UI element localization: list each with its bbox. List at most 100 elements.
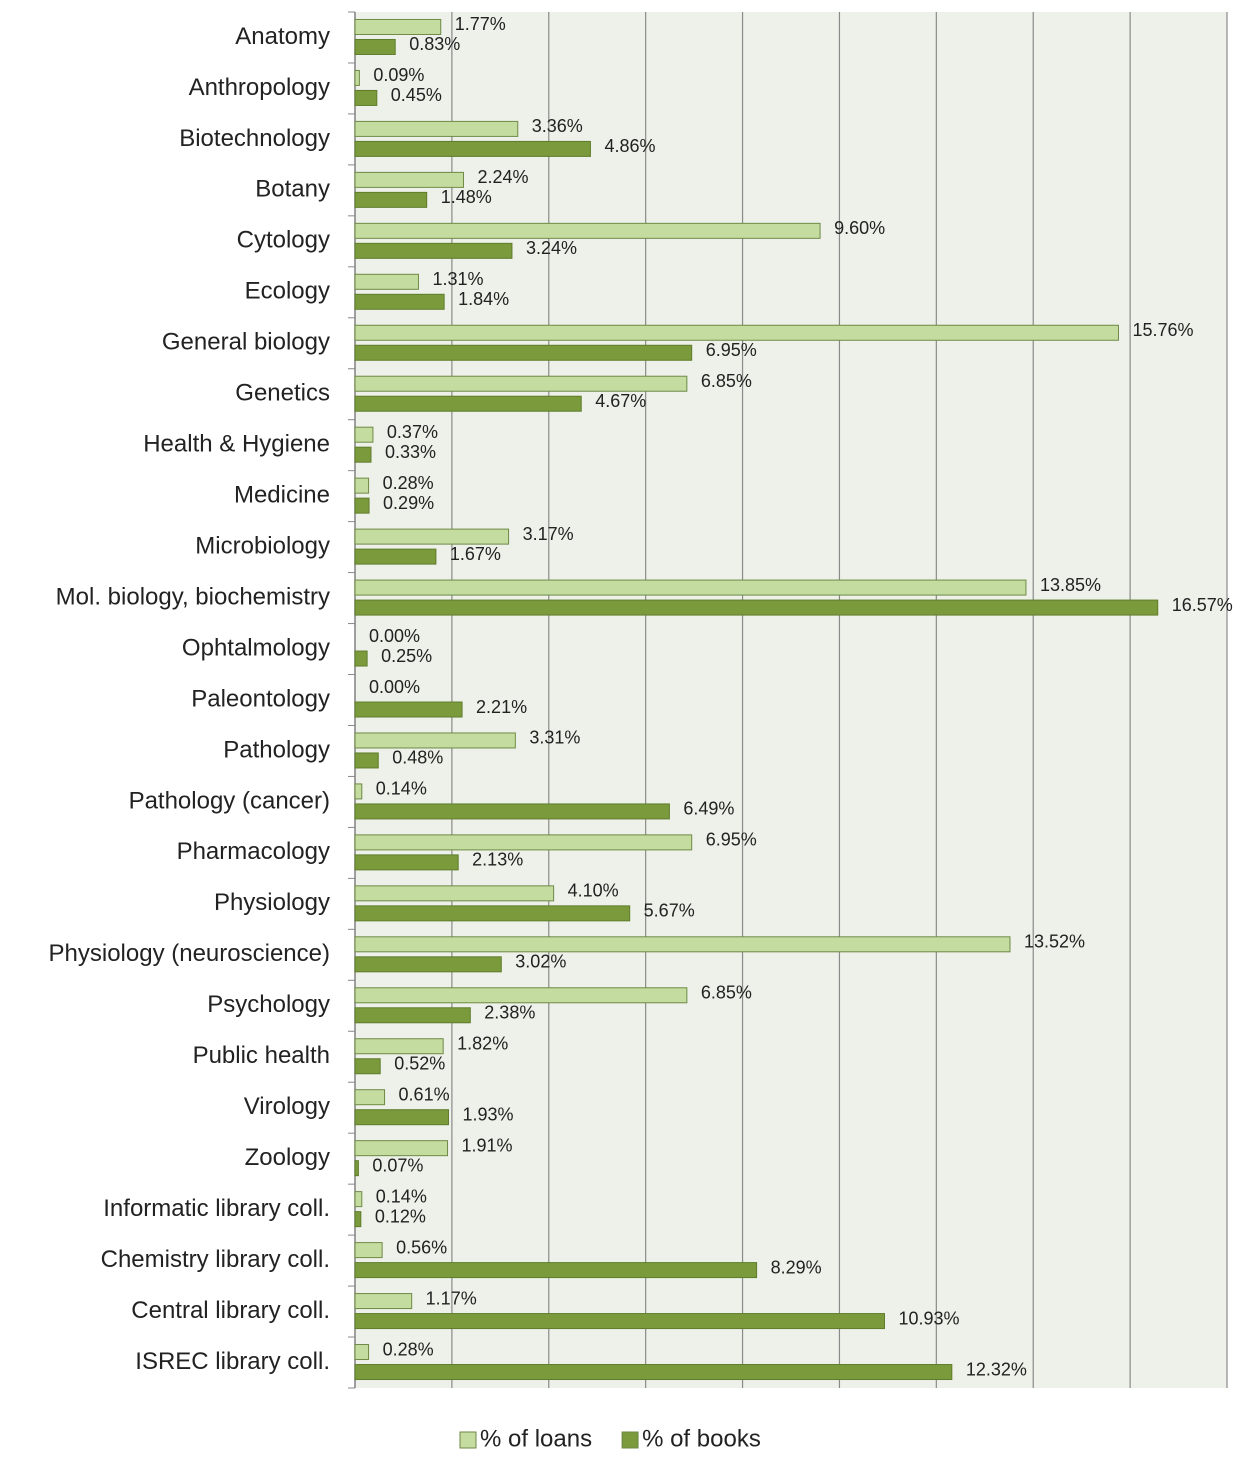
value-label: 3.02%: [515, 952, 566, 972]
bar: [354, 375, 688, 392]
value-label: 2.21%: [476, 697, 527, 717]
plot-area: [355, 12, 1227, 1388]
bar: [354, 18, 442, 35]
bar: [354, 191, 428, 208]
value-label: 1.17%: [426, 1288, 477, 1308]
value-label: 16.57%: [1172, 595, 1233, 615]
value-label: 3.31%: [529, 728, 580, 748]
category-label: Anthropology: [189, 74, 330, 101]
bar: [354, 426, 374, 443]
value-label: 6.85%: [701, 371, 752, 391]
value-label: 10.93%: [898, 1308, 959, 1328]
category-label: Biotechnology: [179, 125, 330, 152]
value-label: 0.48%: [392, 748, 443, 768]
value-label: 0.12%: [375, 1206, 426, 1226]
bar: [354, 324, 1119, 341]
category-label: Psychology: [207, 991, 330, 1018]
category-label: Anatomy: [235, 23, 330, 50]
value-label: 0.00%: [369, 677, 420, 697]
value-label: 4.10%: [568, 881, 619, 901]
bar: [354, 1313, 885, 1330]
value-label: 6.95%: [706, 830, 757, 850]
category-label: Chemistry library coll.: [101, 1246, 330, 1273]
bar: [354, 548, 437, 565]
bar: [354, 89, 378, 106]
bar: [354, 701, 463, 718]
value-label: 0.45%: [391, 85, 442, 105]
bar: [354, 599, 1159, 616]
bar: [354, 834, 693, 851]
bar: [354, 395, 582, 412]
value-label: 0.56%: [396, 1237, 447, 1257]
value-label: 3.24%: [526, 238, 577, 258]
category-label: Cytology: [237, 227, 330, 254]
value-label: 6.49%: [683, 799, 734, 819]
bar: [354, 242, 513, 259]
bar: [354, 854, 459, 871]
bar: [354, 987, 688, 1004]
bar: [354, 1140, 449, 1157]
category-label: Central library coll.: [131, 1297, 330, 1324]
category-label: Paleontology: [191, 685, 330, 712]
bar: [354, 579, 1027, 596]
value-label: 5.67%: [644, 901, 695, 921]
category-label: Medicine: [234, 481, 330, 508]
bar: [354, 783, 363, 800]
bar: [354, 1007, 471, 1024]
bar: [354, 1191, 363, 1208]
value-label: 0.33%: [385, 442, 436, 462]
value-label: 0.28%: [383, 473, 434, 493]
category-label: Health & Hygiene: [143, 431, 330, 458]
value-label: 0.52%: [394, 1053, 445, 1073]
value-label: 0.61%: [399, 1084, 450, 1104]
bar: [354, 956, 502, 973]
value-label: 0.14%: [376, 1186, 427, 1206]
value-label: 0.28%: [383, 1339, 434, 1359]
value-label: 2.13%: [472, 850, 523, 870]
bar: [354, 1364, 953, 1381]
category-label: Ecology: [245, 278, 330, 305]
value-label: 3.17%: [523, 524, 574, 544]
category-label: Public health: [193, 1042, 330, 1069]
value-label: 3.36%: [532, 116, 583, 136]
value-label: 12.32%: [966, 1359, 1027, 1379]
bar: [354, 446, 372, 463]
bar: [354, 1058, 381, 1075]
category-label: Microbiology: [195, 532, 330, 559]
bar: [354, 273, 419, 290]
value-label: 6.85%: [701, 983, 752, 1003]
bar: [354, 1089, 386, 1106]
bar: [354, 38, 396, 55]
category-label: Pathology: [223, 736, 330, 763]
bar: [354, 1211, 362, 1228]
category-label: Zoology: [245, 1144, 330, 1171]
value-label: 0.37%: [387, 422, 438, 442]
category-label: Informatic library coll.: [103, 1195, 330, 1222]
bar: [354, 497, 370, 514]
bar: [354, 1038, 444, 1055]
value-label: 1.84%: [458, 289, 509, 309]
bar: [354, 293, 445, 310]
bar: [354, 477, 370, 494]
value-label: 2.24%: [478, 167, 529, 187]
category-label: Botany: [255, 176, 330, 203]
value-label: 8.29%: [771, 1257, 822, 1277]
category-label: ISREC library coll.: [135, 1348, 330, 1375]
value-label: 6.95%: [706, 340, 757, 360]
value-label: 4.86%: [604, 136, 655, 156]
value-label: 13.52%: [1024, 932, 1085, 952]
value-label: 0.09%: [373, 65, 424, 85]
bar: [354, 344, 693, 361]
bar: [354, 171, 465, 188]
value-label: 4.67%: [595, 391, 646, 411]
legend-swatch: [621, 1431, 639, 1449]
category-label: Mol. biology, biochemistry: [56, 583, 330, 610]
bar: [354, 140, 591, 157]
category-label: Pathology (cancer): [129, 787, 330, 814]
bar: [354, 732, 516, 749]
bar: [354, 1242, 383, 1259]
bar: [354, 752, 379, 769]
value-label: 1.31%: [432, 269, 483, 289]
bar: [354, 905, 631, 922]
